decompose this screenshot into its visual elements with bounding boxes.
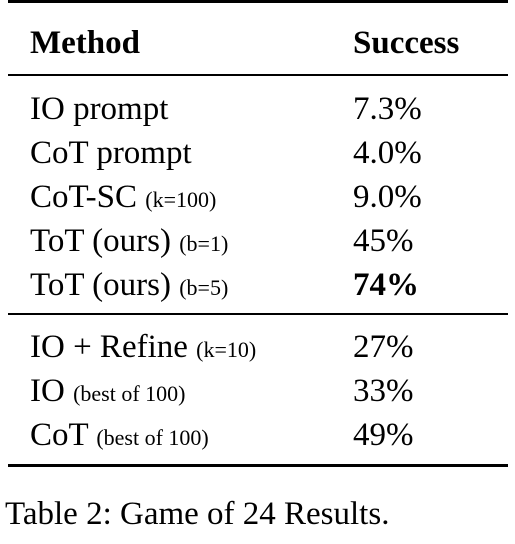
method-name: IO [30, 373, 65, 409]
method-cell: IO + Refine (k=10) [30, 325, 256, 372]
method-param: (k=100) [145, 187, 217, 212]
table-row: CoT (best of 100) 49% [8, 413, 508, 457]
method-name: IO + Refine [30, 329, 188, 365]
table-row: CoT-SC (k=100) 9.0% [8, 175, 508, 219]
success-cell: 9.0% [353, 179, 422, 215]
success-cell: 49% [353, 417, 414, 453]
table-row: IO prompt 7.3% [8, 87, 508, 131]
header-rule [8, 74, 508, 76]
table-row: CoT prompt 4.0% [8, 131, 508, 175]
table-row: ToT (ours) (b=1) 45% [8, 219, 508, 263]
method-cell: ToT (ours) (b=5) [30, 263, 228, 310]
success-cell: 74% [353, 267, 419, 303]
method-name: ToT (ours) [30, 267, 171, 303]
method-cell: IO (best of 100) [30, 369, 186, 416]
method-cell: ToT (ours) (b=1) [30, 219, 228, 266]
method-param: (best of 100) [96, 425, 209, 450]
method-name: CoT-SC [30, 179, 137, 215]
method-header: Method [30, 25, 140, 61]
method-cell: CoT (best of 100) [30, 413, 209, 460]
success-cell: 45% [353, 223, 414, 259]
method-cell: IO prompt [30, 87, 168, 131]
method-name: ToT (ours) [30, 223, 171, 259]
method-name: CoT [30, 417, 89, 453]
method-param: (best of 100) [73, 381, 186, 406]
method-name: IO prompt [30, 91, 169, 127]
success-cell: 27% [353, 329, 414, 365]
method-param: (k=10) [196, 337, 257, 362]
table-caption: Table 2: Game of 24 Results. [5, 496, 390, 532]
method-cell: CoT-SC (k=100) [30, 175, 216, 222]
table-row: ToT (ours) (b=5) 74% [8, 263, 508, 307]
success-cell: 7.3% [353, 91, 422, 127]
header-row: Method Success [8, 21, 508, 65]
group-separator-rule [8, 313, 508, 315]
method-name: CoT prompt [30, 135, 192, 171]
method-param: (b=1) [179, 231, 229, 256]
top-rule [8, 0, 508, 3]
table-row: IO + Refine (k=10) 27% [8, 325, 508, 369]
success-cell: 4.0% [353, 135, 422, 171]
bottom-rule [8, 464, 508, 467]
success-cell: 33% [353, 373, 414, 409]
success-header: Success [353, 25, 460, 61]
method-cell: CoT prompt [30, 131, 192, 175]
method-param: (b=5) [179, 275, 229, 300]
table-row: IO (best of 100) 33% [8, 369, 508, 413]
